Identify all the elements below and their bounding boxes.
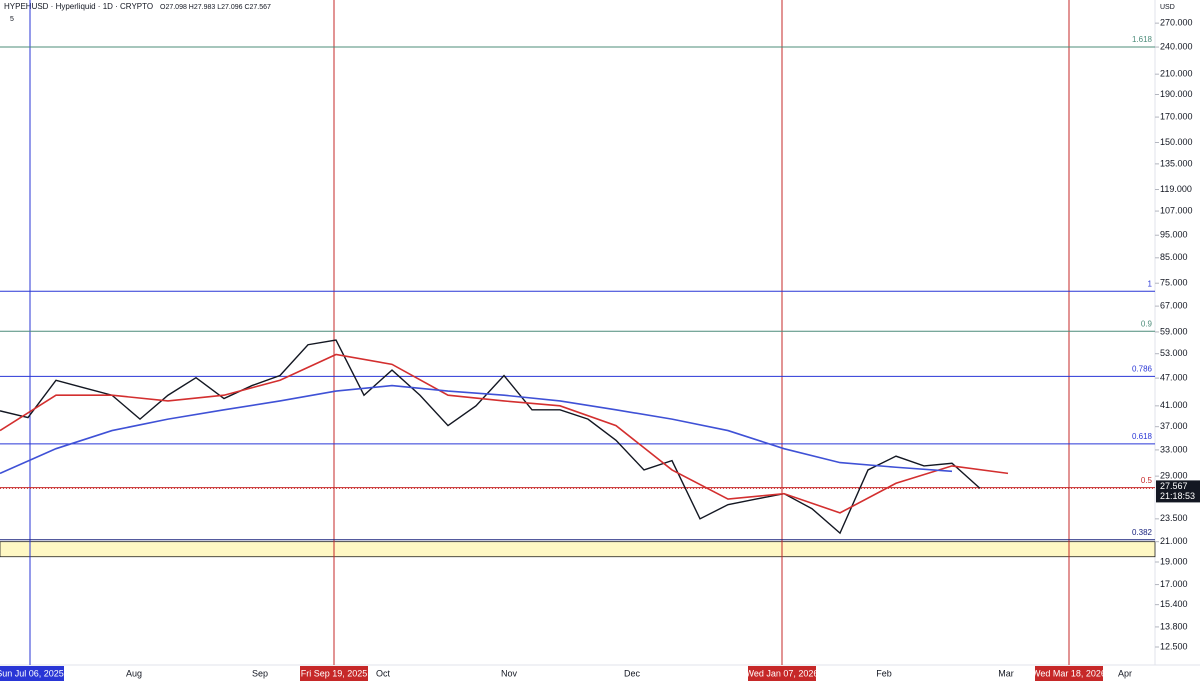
x-label: Apr (1118, 668, 1132, 678)
price-tag-price: 27.567 (1160, 481, 1188, 491)
date-tag (0, 666, 64, 681)
y-tick-label: 47.000 (1160, 372, 1188, 382)
fib-label: 1 (1148, 279, 1153, 288)
fib-label: 0.786 (1132, 364, 1153, 373)
symbol: HYPEHUSD · Hyperliquid · 1D · CRYPTO (4, 2, 153, 11)
price-line (0, 339, 981, 535)
x-label: Sep (252, 668, 268, 678)
fib-label: 0.618 (1132, 432, 1153, 441)
price-line (0, 384, 953, 475)
support-zone (0, 541, 1156, 558)
y-tick-label: 21.000 (1160, 536, 1188, 546)
x-label: Wed Mar 18, 2026 (1032, 668, 1106, 678)
date-tag (748, 666, 816, 681)
fib-label: 0.5 (1141, 476, 1153, 485)
y-tick-label: 12.500 (1160, 641, 1188, 651)
y-tick-label: 37.000 (1160, 421, 1188, 431)
x-label: Mar (998, 668, 1014, 678)
x-label: Wed Jan 07, 2026 (746, 668, 819, 678)
date-tag (1035, 666, 1103, 681)
price-tag-countdown: 21:18:53 (1160, 491, 1195, 501)
y-tick-label: 107.000 (1160, 205, 1193, 215)
x-label: Aug (126, 668, 142, 678)
x-label: Dec (624, 668, 641, 678)
ohlc: O27.098 H27.983 L27.096 C27.567 (160, 4, 271, 11)
x-label: Fri Sep 19, 2025 (301, 668, 368, 678)
fib-label: 0.382 (1132, 528, 1153, 537)
fib-label: 1.618 (1132, 35, 1153, 44)
y-tick-label: 33.000 (1160, 444, 1188, 454)
y-tick-label: 13.800 (1160, 621, 1188, 631)
y-tick-label: 150.000 (1160, 137, 1193, 147)
y-tick-label: 29.000 (1160, 471, 1188, 481)
x-label: Feb (876, 668, 892, 678)
y-tick-label: 19.000 (1160, 556, 1188, 566)
y-tick-label: 23.500 (1160, 513, 1188, 523)
y-tick-label: 41.000 (1160, 400, 1188, 410)
y-tick-label: 15.400 (1160, 599, 1188, 609)
y-tick-label: 75.000 (1160, 278, 1188, 288)
y-tick-label: 59.000 (1160, 326, 1188, 336)
x-label: Oct (376, 668, 391, 678)
y-tick-label: 240.000 (1160, 41, 1193, 51)
y-tick-label: 119.000 (1160, 184, 1192, 194)
y-tick-label: 67.000 (1160, 300, 1188, 310)
y-tick-label: 17.000 (1160, 579, 1188, 589)
currency: USD (1160, 4, 1175, 11)
y-tick-label: 85.000 (1160, 252, 1188, 262)
x-label: Nov (501, 668, 518, 678)
y-tick-label: 95.000 (1160, 230, 1188, 240)
y-tick-label: 210.000 (1160, 69, 1193, 79)
fib-label: 0.9 (1141, 319, 1153, 328)
y-tick-label: 135.000 (1160, 158, 1193, 168)
y-tick-label: 270.000 (1160, 18, 1193, 28)
price-line (0, 353, 1009, 514)
y-tick-label: 170.000 (1160, 111, 1193, 121)
y-tick-label: 53.000 (1160, 348, 1188, 358)
y-tick-label: 190.000 (1160, 89, 1193, 99)
price-tag (1156, 480, 1200, 503)
indicator: 5 (10, 16, 14, 23)
date-tag (300, 666, 368, 681)
x-label: Sun Jul 06, 2025 (0, 668, 64, 678)
